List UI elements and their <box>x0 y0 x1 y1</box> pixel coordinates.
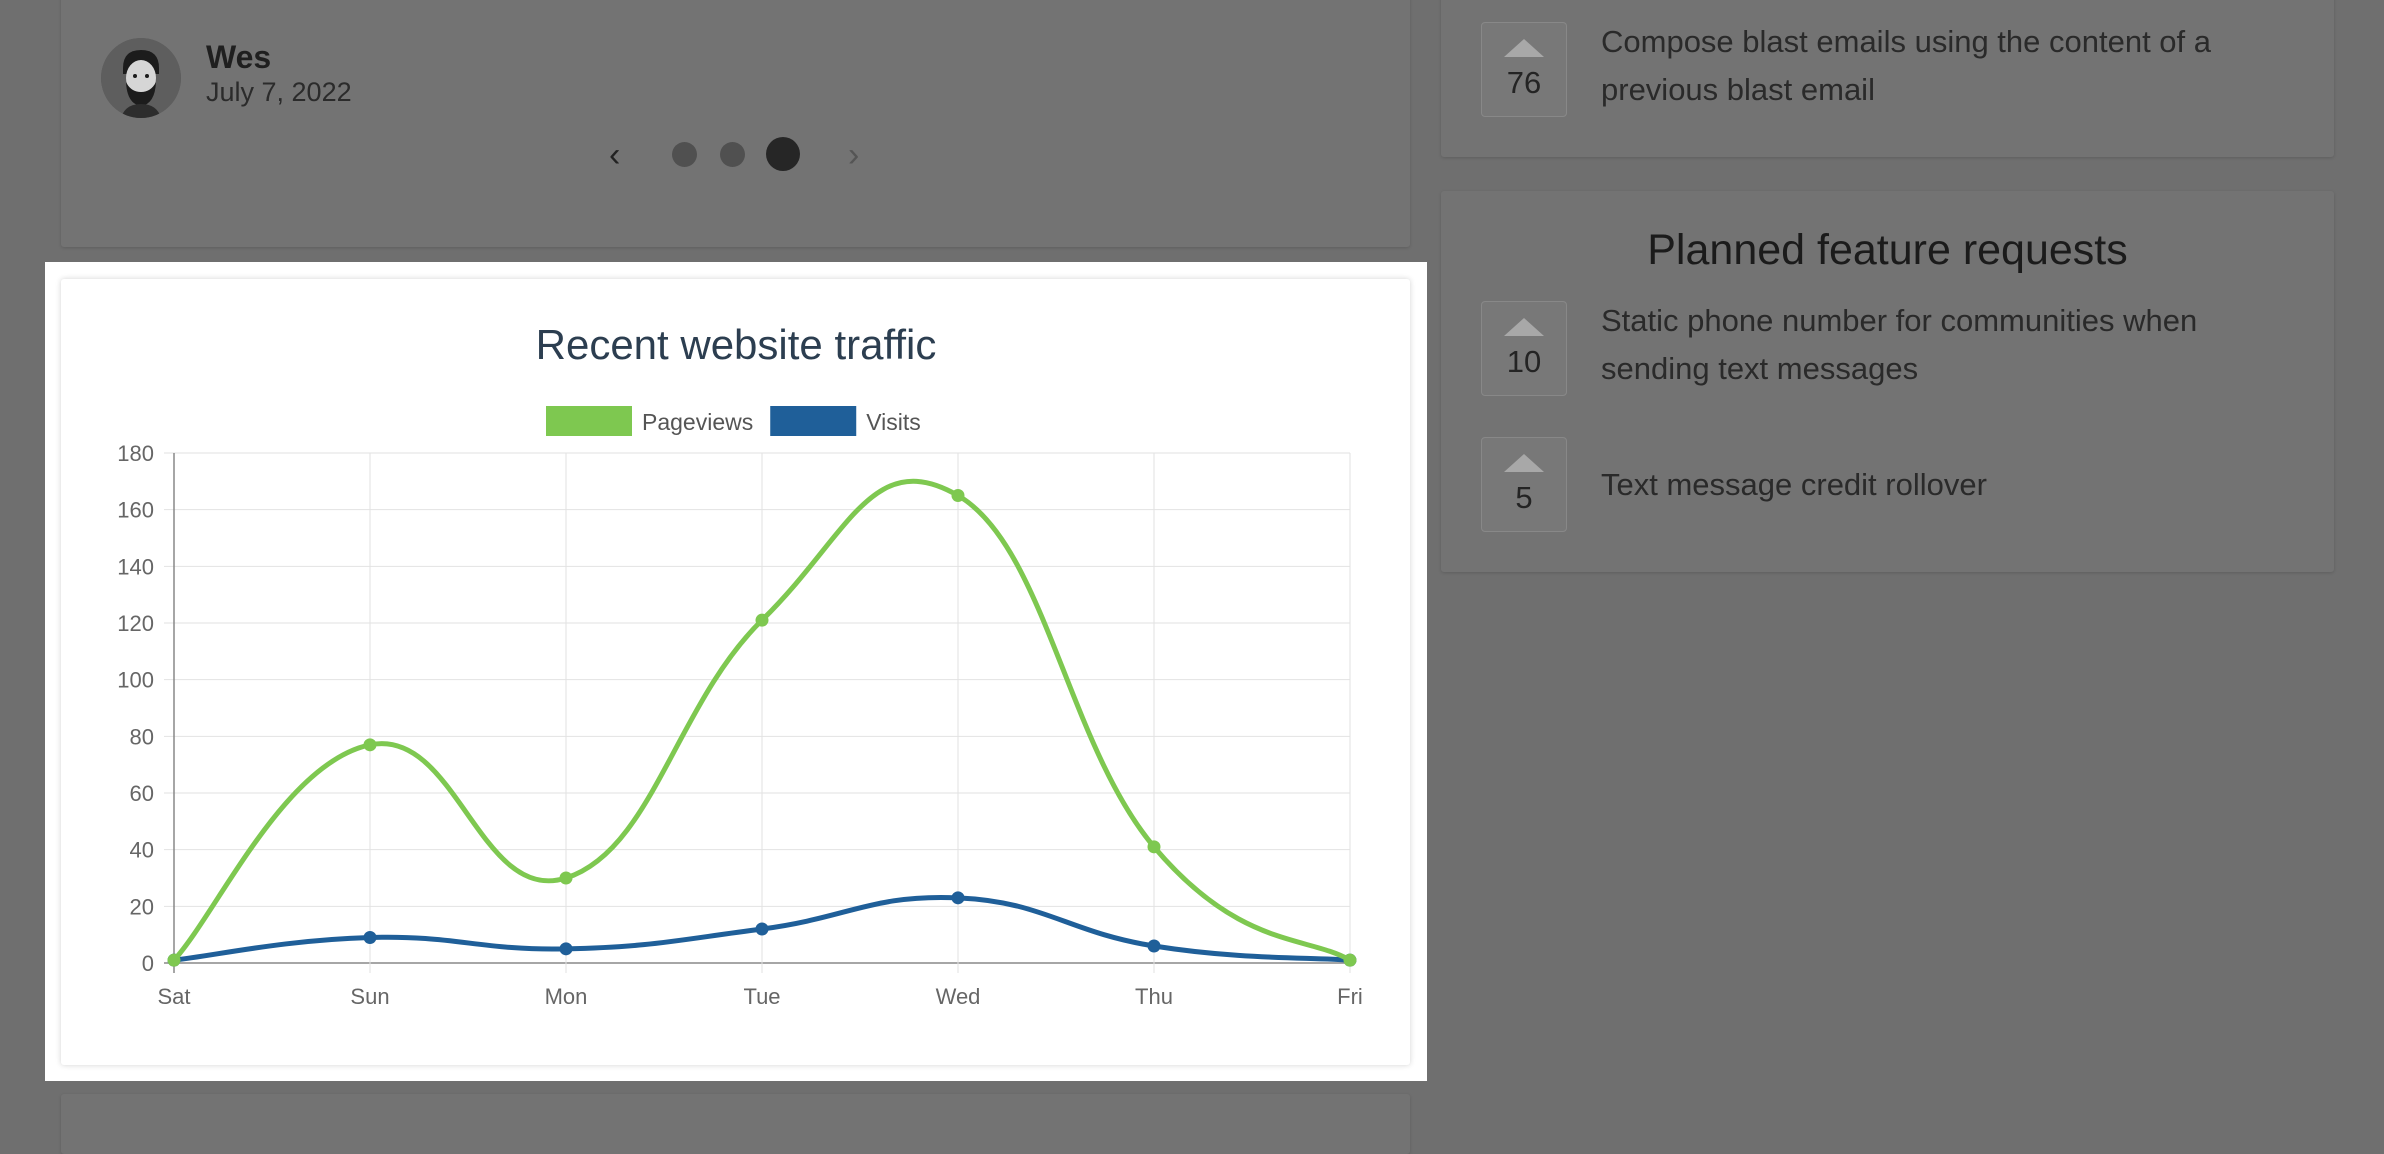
traffic-chart-card: Recent website traffic Pageviews Visits 0 20… <box>61 279 1410 1065</box>
upvote-button[interactable]: 5 <box>1481 437 1567 532</box>
y-tick-label-1: 20 <box>130 894 154 919</box>
carousel-next-button[interactable]: › <box>848 136 860 174</box>
planned-title: Planned feature requests <box>1647 226 2128 274</box>
x-tick-label-6: Fri <box>1337 984 1363 1009</box>
author-avatar <box>101 38 181 118</box>
y-tick-label-6: 120 <box>117 611 154 636</box>
traffic-chart: Recent website traffic Pageviews Visits 0 20… <box>117 321 1363 1009</box>
series-1-point-2 <box>559 942 573 956</box>
testimonial-card: Wes July 7, 2022 ‹ › <box>61 0 1410 247</box>
upvote-button[interactable]: 10 <box>1481 301 1567 396</box>
vote-count: 10 <box>1506 344 1542 379</box>
carousel-dot-2[interactable] <box>720 142 745 167</box>
author-name: Wes <box>206 39 272 75</box>
upvote-arrow-icon <box>1504 454 1544 472</box>
series-0-point-3 <box>755 613 769 627</box>
series-1-point-4 <box>951 891 965 905</box>
x-tick-label-3: Tue <box>743 984 780 1009</box>
y-tick-label-5: 100 <box>117 668 154 693</box>
series-1-point-3 <box>755 922 769 936</box>
chart-title: Recent website traffic <box>536 321 937 368</box>
feature-requests-card: 76 Compose blast emails using the conten… <box>1441 0 2334 157</box>
y-tick-label-0: 0 <box>142 951 154 976</box>
y-tick-label-7: 140 <box>117 554 154 579</box>
bearded-man-icon <box>101 38 181 118</box>
feature-request-text: Static phone number for communities when… <box>1601 303 2198 386</box>
feature-request-text: Compose blast emails using the content o… <box>1601 24 2212 107</box>
vote-count: 5 <box>1515 480 1533 515</box>
y-tick-label-9: 180 <box>117 441 154 466</box>
testimonial-date: July 7, 2022 <box>206 77 352 107</box>
carousel-controls: ‹ › <box>61 135 1410 175</box>
y-tick-label-8: 160 <box>117 498 154 523</box>
series-1-point-5 <box>1147 939 1161 953</box>
x-tick-label-4: Wed <box>936 984 981 1009</box>
legend-label-0: Pageviews <box>642 409 753 435</box>
carousel-dot-1[interactable] <box>672 142 697 167</box>
series-0-point-5 <box>1147 840 1161 854</box>
series-0-point-4 <box>951 489 965 502</box>
series-1-point-1 <box>363 931 377 944</box>
series-0-point-0 <box>167 953 181 967</box>
x-tick-label-2: Mon <box>545 984 588 1009</box>
upvote-arrow-icon <box>1504 318 1544 336</box>
vote-count: 76 <box>1506 65 1542 100</box>
upvote-arrow-icon <box>1504 39 1544 57</box>
next-card <box>61 1094 1410 1154</box>
x-tick-label-5: Thu <box>1135 984 1173 1009</box>
x-tick-label-1: Sun <box>350 984 389 1009</box>
planned-feature-requests-card: Planned feature requests 10 Static phone… <box>1441 191 2334 572</box>
feature-request-text: Text message credit rollover <box>1601 467 1987 502</box>
y-tick-label-4: 80 <box>130 724 154 749</box>
carousel-dot-3[interactable] <box>766 137 800 171</box>
series-0-point-1 <box>363 738 377 752</box>
upvote-button[interactable]: 76 <box>1481 22 1567 117</box>
y-tick-label-3: 60 <box>130 781 154 806</box>
legend-label-1: Visits <box>866 409 921 435</box>
carousel-prev-button[interactable]: ‹ <box>609 136 621 174</box>
series-0-point-6 <box>1343 953 1357 967</box>
x-tick-label-0: Sat <box>157 984 190 1009</box>
y-tick-label-2: 40 <box>130 838 154 863</box>
legend-swatch-0 <box>546 406 632 436</box>
series-0-point-2 <box>559 871 573 885</box>
legend-swatch-1 <box>770 406 857 436</box>
